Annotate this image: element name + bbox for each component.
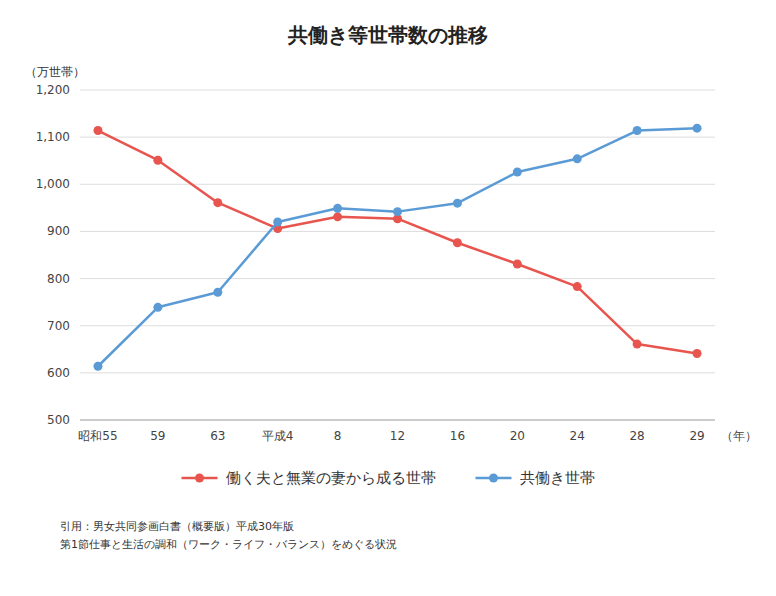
marker <box>513 259 522 268</box>
grid-line <box>80 90 715 91</box>
x-tick-label: 平成4 <box>262 429 294 443</box>
y-axis-label: （万世帯） <box>25 65 85 79</box>
line <box>98 131 697 354</box>
marker <box>573 154 582 163</box>
y-tick-label: 900 <box>47 224 70 238</box>
marker <box>633 126 642 135</box>
annotation: 引用：男女共同参画白書（概要版）平成30年版 <box>60 520 294 533</box>
marker <box>213 198 222 207</box>
marker <box>333 204 342 213</box>
y-tick-label: 1,100 <box>36 130 70 144</box>
y-tick-label: 500 <box>47 413 70 427</box>
series <box>93 124 701 371</box>
grid-line <box>80 278 715 279</box>
marker <box>333 212 342 221</box>
marker <box>93 126 102 135</box>
x-tick-label: 24 <box>570 429 585 443</box>
x-tick-label: 8 <box>334 429 342 443</box>
marker <box>453 238 462 247</box>
legend-label: 働く夫と無業の妻から成る世帯 <box>226 469 436 487</box>
x-tick-label: 12 <box>390 429 405 443</box>
x-tick-label: 59 <box>150 429 165 443</box>
marker <box>273 218 282 227</box>
marker <box>693 124 702 133</box>
x-axis-line <box>80 420 715 421</box>
marker <box>213 288 222 297</box>
y-tick-label: 1,000 <box>36 177 70 191</box>
plot-area <box>93 124 701 371</box>
title: 共働き等世帯数の推移 <box>287 23 488 47</box>
y-tick-label: 600 <box>47 366 70 380</box>
legend: 働く夫と無業の妻から成る世帯 共働き世帯 <box>182 469 595 487</box>
series <box>93 126 701 358</box>
x-tick-label: 20 <box>510 429 525 443</box>
x-tick-label: 16 <box>450 429 465 443</box>
marker <box>153 303 162 312</box>
grid-line <box>80 184 715 185</box>
marker <box>93 362 102 371</box>
marker <box>513 168 522 177</box>
marker <box>573 282 582 291</box>
x-axis-label: （年） <box>721 429 757 443</box>
legend-item: 共働き世帯 <box>476 469 595 487</box>
marker <box>693 349 702 358</box>
y-tick-label: 700 <box>47 319 70 333</box>
grid-line <box>80 420 715 421</box>
legend-swatch-marker <box>195 474 204 483</box>
x-tick-label: 29 <box>689 429 704 443</box>
marker <box>393 207 402 216</box>
line <box>98 128 697 366</box>
annotation: 第1節仕事と生活の調和（ワーク・ライフ・バランス）をめぐる状況 <box>60 538 397 551</box>
x-tick-label: 28 <box>629 429 644 443</box>
grid <box>80 90 715 420</box>
y-tick-label: 1,200 <box>36 83 70 97</box>
x-tick-label: 63 <box>210 429 225 443</box>
chart: 共働き等世帯数の推移 （万世帯） 500 600 700 800 900 1,000 1,100… <box>0 0 776 596</box>
legend-label: 共働き世帯 <box>520 469 595 487</box>
legend-swatch-marker <box>489 474 498 483</box>
x-tick-label: 昭和55 <box>78 429 117 443</box>
marker <box>453 199 462 208</box>
marker <box>633 340 642 349</box>
grid-line <box>80 231 715 232</box>
legend-item: 働く夫と無業の妻から成る世帯 <box>182 469 436 487</box>
marker <box>153 156 162 165</box>
grid-line <box>80 372 715 373</box>
y-tick-label: 800 <box>47 272 70 286</box>
